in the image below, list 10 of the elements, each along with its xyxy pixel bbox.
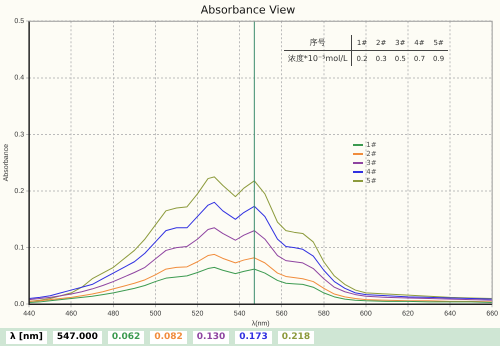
text: 0.062: [108, 330, 144, 344]
annotation: 浓度*10⁻⁵mol/L: [284, 50, 352, 66]
text: 0.130: [192, 330, 230, 344]
text: 547.000: [52, 330, 102, 344]
text: λ [nm]: [6, 330, 47, 344]
annotation: 序号: [284, 35, 352, 51]
text: 0.218: [278, 330, 314, 344]
text: 0.173: [235, 330, 272, 344]
chart-title: Absorbance View: [200, 3, 296, 16]
text: 0.082: [150, 330, 187, 344]
